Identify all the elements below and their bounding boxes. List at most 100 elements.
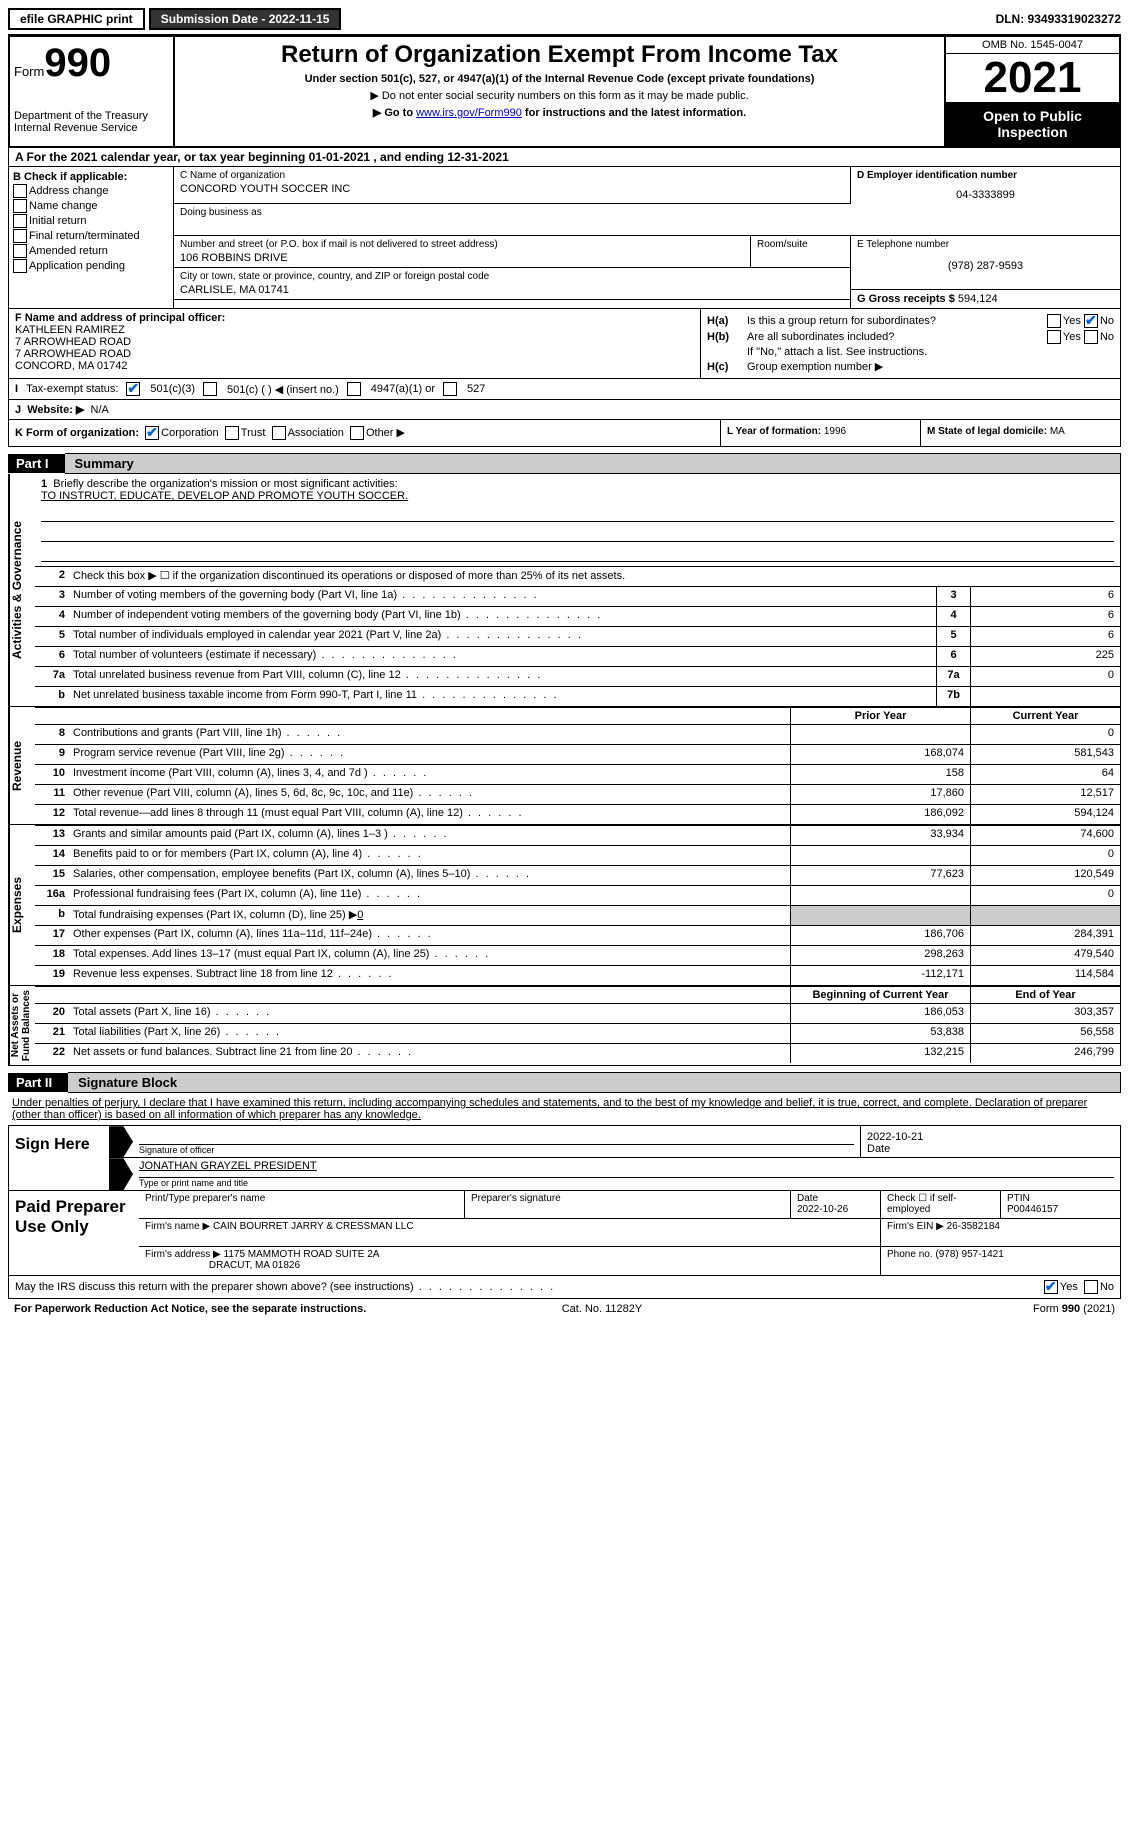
prep-name: Print/Type preparer's name [139, 1191, 464, 1218]
box-c-room: Room/suite [750, 236, 850, 267]
may-no[interactable] [1084, 1280, 1098, 1294]
may-yes[interactable] [1044, 1280, 1058, 1294]
box-h: H(a)Is this a group return for subordina… [700, 309, 1120, 378]
line-8: Contributions and grants (Part VIII, lin… [69, 725, 790, 744]
irs-link[interactable]: www.irs.gov/Form990 [416, 107, 522, 119]
vtab-expenses: Expenses [9, 825, 35, 985]
box-l: L Year of formation: 1996 [720, 420, 920, 446]
box-i: ITax-exempt status: 501(c)(3) 501(c) ( )… [8, 379, 1121, 400]
prep-firm: Firm's name ▶ CAIN BOURRET JARRY & CRESS… [139, 1219, 880, 1246]
line-16a: Professional fundraising fees (Part IX, … [69, 886, 790, 905]
line-2: Check this box ▶ ☐ if the organization d… [69, 567, 1120, 586]
dept-text: Department of the Treasury Internal Reve… [14, 110, 169, 134]
sig-officer: Signature of officer [133, 1126, 860, 1157]
line-3: Number of voting members of the governin… [69, 587, 936, 606]
chk-name[interactable] [13, 199, 27, 213]
submission-btn[interactable]: Submission Date - 2022-11-15 [149, 8, 342, 30]
row-a: A For the 2021 calendar year, or tax yea… [8, 148, 1121, 167]
line-b: Net unrelated business taxable income fr… [69, 687, 936, 706]
line-21: Total liabilities (Part X, line 26) [69, 1024, 790, 1043]
chk-other[interactable] [350, 426, 364, 440]
chk-527[interactable] [443, 382, 457, 396]
hdr-eoy: End of Year [970, 987, 1120, 1003]
ha-no[interactable] [1084, 314, 1098, 328]
prep-sig: Preparer's signature [464, 1191, 790, 1218]
sign-here-label: Sign Here [9, 1126, 109, 1190]
line-19: Revenue less expenses. Subtract line 18 … [69, 966, 790, 985]
box-e: E Telephone number (978) 287-9593 [851, 236, 1120, 290]
box-m: M State of legal domicile: MA [920, 420, 1120, 446]
hdr-prior: Prior Year [790, 708, 970, 724]
line-22: Net assets or fund balances. Subtract li… [69, 1044, 790, 1063]
sig-arrow-icon [109, 1158, 133, 1190]
line16b-prior [790, 906, 970, 925]
sig-arrow-icon [109, 1126, 133, 1157]
footer-right: Form 990 (2021) [1033, 1303, 1115, 1315]
tax-year: 2021 [946, 54, 1119, 102]
chk-501c3[interactable] [126, 382, 140, 396]
prep-ptin: PTINP00446157 [1000, 1191, 1120, 1218]
box-b: B Check if applicable: Address change Na… [9, 167, 174, 308]
prep-date: Date2022-10-26 [790, 1191, 880, 1218]
efile-btn[interactable]: efile GRAPHIC print [8, 8, 145, 30]
chk-assoc[interactable] [272, 426, 286, 440]
prep-self: Check ☐ if self-employed [880, 1191, 1000, 1218]
prep-phone: Phone no. (978) 957-1421 [880, 1247, 1120, 1275]
line-14: Benefits paid to or for members (Part IX… [69, 846, 790, 865]
hdr-boy: Beginning of Current Year [790, 987, 970, 1003]
part2-tag: Part II [8, 1073, 68, 1092]
may-discuss: May the IRS discuss this return with the… [8, 1276, 1121, 1299]
part1-title: Summary [65, 453, 1121, 474]
sig-name: JONATHAN GRAYZEL PRESIDENTType or print … [133, 1158, 1120, 1190]
box-f: F Name and address of principal officer:… [9, 309, 700, 378]
line-6: Total number of volunteers (estimate if … [69, 647, 936, 666]
line-12: Total revenue—add lines 8 through 11 (mu… [69, 805, 790, 824]
paid-preparer-label: Paid Preparer Use Only [9, 1191, 139, 1275]
chk-trust[interactable] [225, 426, 239, 440]
line-17: Other expenses (Part IX, column (A), lin… [69, 926, 790, 945]
line-13: Grants and similar amounts paid (Part IX… [69, 826, 790, 845]
box-c-name: C Name of organization CONCORD YOUTH SOC… [174, 167, 850, 204]
hb-yes[interactable] [1047, 330, 1061, 344]
prep-ein: Firm's EIN ▶ 26-3582184 [880, 1219, 1120, 1246]
box-c-street: Number and street (or P.O. box if mail i… [174, 236, 750, 267]
footer-left: For Paperwork Reduction Act Notice, see … [14, 1303, 366, 1315]
line-20: Total assets (Part X, line 16) [69, 1004, 790, 1023]
part1-tag: Part I [8, 454, 65, 473]
vtab-revenue: Revenue [9, 707, 35, 824]
line-15: Salaries, other compensation, employee b… [69, 866, 790, 885]
line-18: Total expenses. Add lines 13–17 (must eq… [69, 946, 790, 965]
chk-final[interactable] [13, 229, 27, 243]
ha-yes[interactable] [1047, 314, 1061, 328]
chk-address[interactable] [13, 184, 27, 198]
line-11: Other revenue (Part VIII, column (A), li… [69, 785, 790, 804]
form-subtitle: Under section 501(c), 527, or 4947(a)(1)… [183, 73, 936, 85]
line-4: Number of independent voting members of … [69, 607, 936, 626]
chk-501c[interactable] [203, 382, 217, 396]
instr-1: ▶ Do not enter social security numbers o… [183, 89, 936, 102]
part2-title: Signature Block [68, 1072, 1121, 1093]
line16b-current [970, 906, 1120, 925]
box-g: G Gross receipts $ 594,124 [851, 290, 1120, 308]
chk-4947[interactable] [347, 382, 361, 396]
box-c-city: City or town, state or province, country… [174, 268, 850, 300]
line-16b: Total fundraising expenses (Part IX, col… [69, 906, 790, 925]
chk-amended[interactable] [13, 244, 27, 258]
line-1: 1 Briefly describe the organization's mi… [35, 474, 1120, 566]
chk-initial[interactable] [13, 214, 27, 228]
hdr-current: Current Year [970, 708, 1120, 724]
box-c-dba: Doing business as [174, 204, 1120, 236]
box-k: K Form of organization: Corporation Trus… [9, 420, 720, 446]
chk-pending[interactable] [13, 259, 27, 273]
omb-text: OMB No. 1545-0047 [946, 37, 1119, 54]
line-5: Total number of individuals employed in … [69, 627, 936, 646]
form-id-box: Form990 Department of the Treasury Inter… [10, 37, 175, 146]
vtab-governance: Activities & Governance [9, 474, 35, 706]
open-inspection: Open to Public Inspection [946, 102, 1119, 146]
vtab-netassets: Net Assets or Fund Balances [9, 986, 35, 1065]
hb-no[interactable] [1084, 330, 1098, 344]
line-7a: Total unrelated business revenue from Pa… [69, 667, 936, 686]
chk-corp[interactable] [145, 426, 159, 440]
footer-cat: Cat. No. 11282Y [562, 1303, 643, 1315]
dln-text: DLN: 93493319023272 [996, 12, 1121, 26]
